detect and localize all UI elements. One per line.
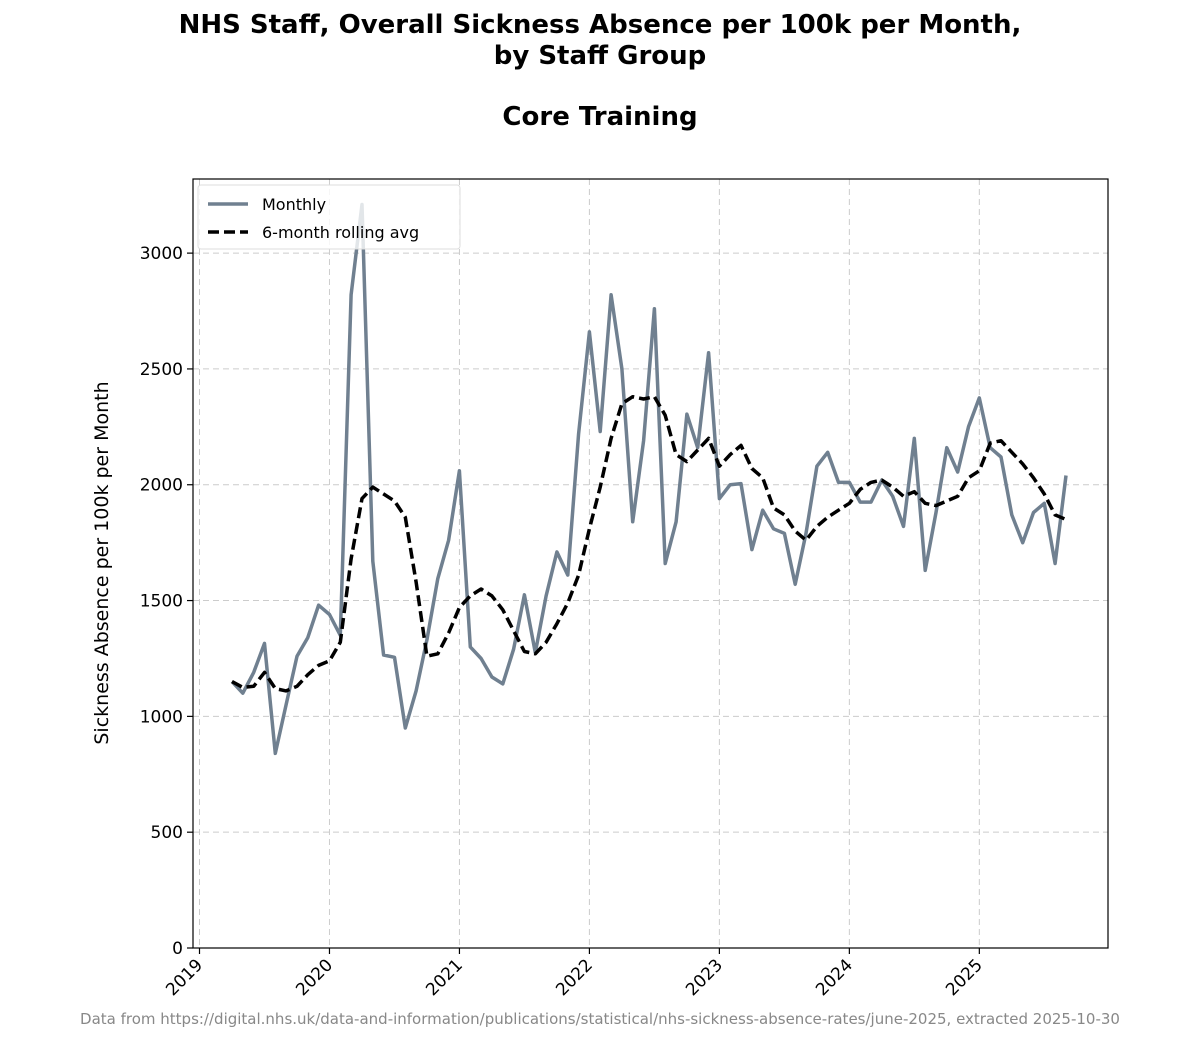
grid [193,179,1108,949]
data-source-footer: Data from https://digital.nhs.uk/data-an… [80,1010,1120,1028]
plot-area-frame [192,178,1109,949]
x-tick-label: 2022 [552,955,597,1000]
chart-title-line-2: by Staff Group [493,41,707,71]
x-tick-label: 2023 [682,955,727,1000]
chart-title-block: NHS Staff, Overall Sickness Absence per … [0,10,1200,133]
x-tick-label: 2020 [292,955,337,1000]
chart-title-line-1: NHS Staff, Overall Sickness Absence per … [178,10,1022,40]
rolling-avg-series-line [231,394,1067,693]
y-tick-label: 3000 [140,244,183,264]
axis-ticks: 0 500 1000 1500 2000 2500 3000 2019 2020 2021 2022… [140,244,987,1000]
x-tick-label: 2024 [812,955,857,1000]
y-tick-label: 1500 [140,592,183,612]
x-tick-label: 2019 [162,955,207,1000]
y-tick-label: 2000 [140,476,183,496]
legend-rolling-label: 6-month rolling avg [262,223,419,242]
y-tick-label: 0 [172,939,183,959]
y-tick-label: 1000 [140,707,183,727]
x-tick-label: 2025 [942,955,987,1000]
y-tick-label: 2500 [140,360,183,380]
chart-subtitle: Core Training [502,102,698,132]
legend: Monthly 6-month rolling avg [197,184,461,250]
legend-monthly-label: Monthly [262,195,326,214]
legend-box [197,184,461,250]
y-tick-label: 500 [151,823,183,843]
series-layer [230,202,1068,756]
monthly-series-line [230,202,1068,756]
y-axis-label: Sickness Absence per 100k per Month [91,381,113,744]
x-tick-label: 2021 [422,955,467,1000]
